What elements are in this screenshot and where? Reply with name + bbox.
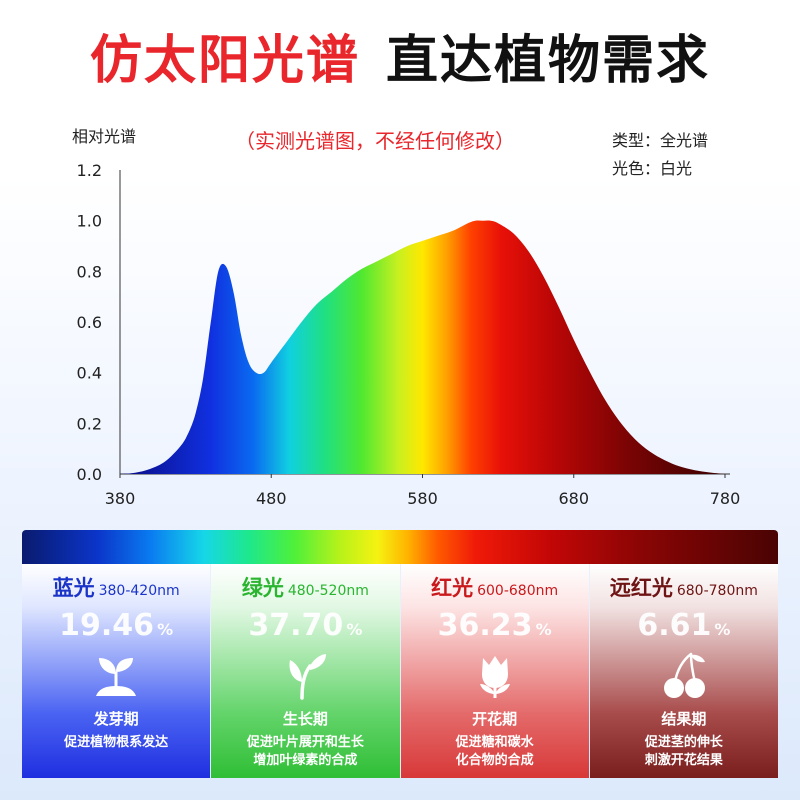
- band-desc-line: 促进糖和碳水: [455, 735, 534, 750]
- band-percent: 36.23%: [401, 608, 589, 643]
- y-tick-label: 0.2: [77, 414, 102, 433]
- band-name: 绿光: [241, 576, 284, 600]
- band-desc: 促进糖和碳水 化合物的合成: [401, 734, 589, 770]
- band-stage: 开花期: [472, 710, 518, 728]
- spectrum-color-strip: [22, 530, 778, 564]
- x-tick-label: 380: [105, 489, 136, 508]
- y-tick-label: 0.8: [77, 262, 102, 281]
- y-tick-label: 1.2: [77, 161, 102, 180]
- band-stage: 发芽期: [93, 710, 139, 728]
- type-info: 类型：全光谱: [612, 131, 708, 150]
- band-percent-unit: %: [535, 620, 552, 639]
- band-range: 380-420nm: [98, 583, 180, 599]
- headline: 仿太阳光谱 直达植物需求: [0, 18, 800, 93]
- chart-subtitle: （实测光谱图，不经任何修改）: [235, 129, 515, 153]
- y-axis-label: 相对光谱: [72, 127, 136, 146]
- band-percent: 37.70%: [211, 608, 399, 643]
- band-desc: 促进叶片展开和生长 增加叶绿素的合成: [211, 734, 399, 770]
- band-card-farred: 远红光 680-780nm 6.61% 结果期 促进茎的伸长 刺激开花结果: [589, 564, 778, 778]
- spectrum-chart: 0.0 0.2 0.4 0.6 0.8 1.0 1.2 380 480 580 680 780 相对光…: [72, 127, 741, 508]
- x-tick-label: 580: [407, 489, 438, 508]
- headline-part2: 直达植物需求: [386, 31, 711, 91]
- band-title: 蓝光 380-420nm: [22, 572, 210, 602]
- band-desc-line: 促进茎的伸长: [644, 735, 723, 750]
- band-name: 远红光: [609, 576, 673, 600]
- band-cards: 蓝光 380-420nm 19.46% 发芽期 促进植物根系发达 绿光 480-52…: [22, 564, 778, 778]
- band-desc: 促进茎的伸长 刺激开花结果: [590, 734, 778, 770]
- band-title: 绿光 480-520nm: [211, 572, 399, 602]
- sprout-icon: [289, 654, 327, 700]
- flower-icon: [479, 656, 510, 698]
- x-tick-label: 680: [558, 489, 589, 508]
- band-range: 680-780nm: [676, 583, 758, 599]
- band-desc: 促进植物根系发达: [22, 734, 210, 752]
- band-desc-line: 增加叶绿素的合成: [253, 753, 358, 768]
- band-desc-line: 促进植物根系发达: [64, 735, 169, 750]
- band-percent-unit: %: [157, 620, 174, 639]
- band-card-blue: 蓝光 380-420nm 19.46% 发芽期 促进植物根系发达: [22, 564, 211, 778]
- band-title: 红光 600-680nm: [401, 572, 589, 602]
- band-percent: 19.46%: [22, 608, 210, 643]
- band-percent-unit: %: [714, 620, 731, 639]
- x-tick-label: 480: [256, 489, 287, 508]
- band-stage: 生长期: [282, 710, 328, 728]
- band-percent-value: 19.46: [59, 608, 155, 643]
- cherry-icon: [663, 652, 705, 698]
- headline-part1: 仿太阳光谱: [89, 31, 360, 91]
- y-tick-label: 0.6: [77, 313, 102, 332]
- band-name: 红光: [431, 576, 474, 600]
- x-tick-label: 780: [710, 489, 741, 508]
- band-percent-unit: %: [346, 620, 363, 639]
- band-stage: 结果期: [661, 710, 707, 728]
- band-desc-line: 化合物的合成: [455, 753, 534, 768]
- y-tick-label: 0.0: [77, 465, 102, 484]
- band-percent-value: 36.23: [437, 608, 533, 643]
- band-percent-value: 37.70: [248, 608, 344, 643]
- band-card-green: 绿光 480-520nm 37.70% 生长期 促进叶片展开和生长 增加叶绿素的合…: [211, 564, 400, 778]
- seedling-icon: [96, 658, 137, 696]
- band-desc-line: 促进叶片展开和生长: [246, 735, 364, 750]
- band-range: 480-520nm: [287, 583, 369, 599]
- band-range: 600-680nm: [477, 583, 559, 599]
- band-title: 远红光 680-780nm: [590, 572, 778, 602]
- band-percent: 6.61%: [590, 608, 778, 643]
- y-tick-label: 1.0: [77, 212, 102, 231]
- y-tick-label: 0.4: [77, 364, 102, 383]
- band-percent-value: 6.61: [637, 608, 712, 643]
- band-desc-line: 刺激开花结果: [644, 753, 723, 768]
- band-name: 蓝光: [52, 576, 95, 600]
- spectrum-area: [120, 220, 725, 474]
- color-info: 光色：白光: [612, 159, 692, 178]
- band-card-red: 红光 600-680nm 36.23% 开花期 促进糖和碳水 化合物的合成: [400, 564, 589, 778]
